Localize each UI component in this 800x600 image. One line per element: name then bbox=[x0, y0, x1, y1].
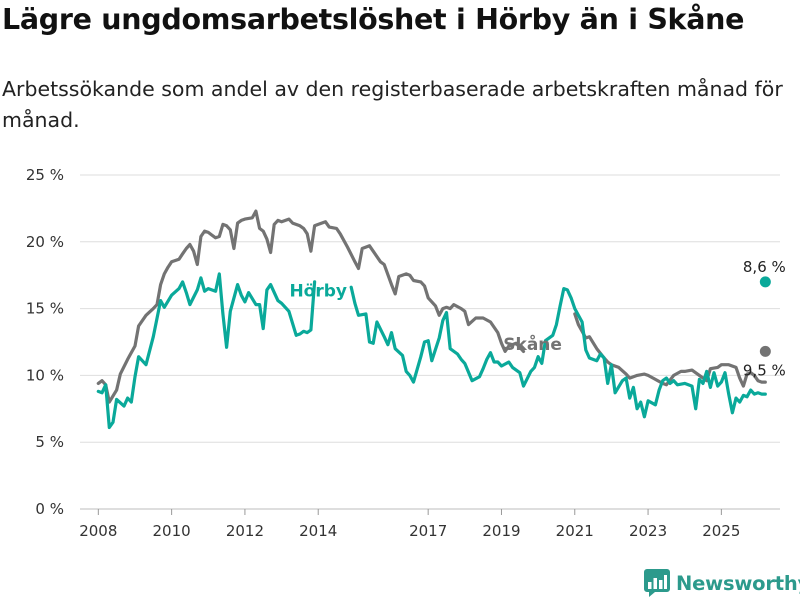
x-tick-label: 2014 bbox=[299, 522, 337, 540]
y-tick-label: 5 % bbox=[35, 433, 64, 451]
x-tick-label: 2023 bbox=[629, 522, 667, 540]
end-value-label: 8,6 % bbox=[743, 258, 786, 276]
x-tick-label: 2010 bbox=[153, 522, 191, 540]
newsworthy-logo-icon bbox=[644, 569, 670, 597]
x-tick-label: 2025 bbox=[702, 522, 740, 540]
series-line-hörby bbox=[96, 272, 317, 430]
series-label: Skåne bbox=[503, 333, 562, 355]
end-value-label: 9,5 % bbox=[743, 361, 786, 379]
series-line bbox=[349, 285, 767, 419]
series-label: Hörby bbox=[289, 282, 347, 302]
x-tick-label: 2021 bbox=[556, 522, 594, 540]
x-tick-label: 2017 bbox=[409, 522, 447, 540]
brand-logo: Newsworthy bbox=[644, 569, 800, 597]
y-tick-label: 15 % bbox=[26, 300, 64, 318]
chart-subtitle: Arbetssökande som andel av den registerb… bbox=[2, 77, 783, 132]
y-tick-label: 20 % bbox=[26, 233, 64, 251]
end-point-marker bbox=[759, 345, 771, 357]
series-line bbox=[573, 312, 767, 388]
x-tick-label: 2008 bbox=[79, 522, 117, 540]
y-tick-label: 10 % bbox=[26, 366, 64, 384]
series-line-skåne bbox=[96, 209, 526, 404]
brand-name: Newsworthy bbox=[676, 571, 800, 595]
end-point-marker bbox=[759, 276, 771, 288]
x-tick-label: 2012 bbox=[226, 522, 264, 540]
x-tick-label: 2019 bbox=[482, 522, 520, 540]
y-tick-label: 0 % bbox=[35, 500, 64, 518]
page-title: Lägre ungdomsarbetslöshet i Hörby än i S… bbox=[2, 3, 745, 36]
y-tick-label: 25 % bbox=[26, 166, 64, 184]
